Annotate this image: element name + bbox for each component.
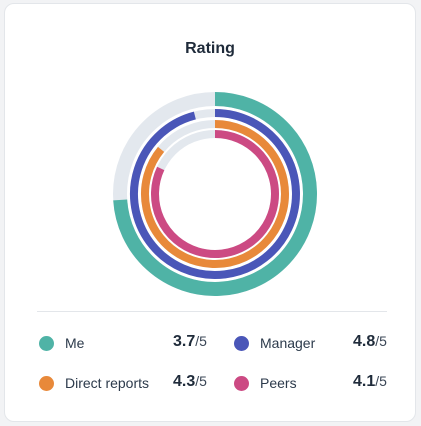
legend-score-manager: 4.8 <box>353 333 376 350</box>
legend-dot-manager <box>234 336 249 351</box>
legend-item-me: Me 3.7/5 <box>39 333 209 355</box>
legend-value-me: 3.7/5 <box>173 333 207 351</box>
legend-value-manager: 4.8/5 <box>353 333 387 351</box>
legend-dot-me <box>39 336 54 351</box>
ring-bar-peers <box>151 130 279 258</box>
legend-item-manager: Manager 4.8/5 <box>234 333 404 355</box>
legend-score-direct-reports: 4.3 <box>173 373 196 390</box>
legend-label-direct-reports: Direct reports <box>65 375 150 391</box>
legend-value-peers: 4.1/5 <box>353 373 387 391</box>
legend-score-peers: 4.1 <box>353 373 376 390</box>
legend-divider <box>37 311 387 312</box>
ring-bar-direct-reports <box>141 120 289 268</box>
legend-item-peers: Peers 4.1/5 <box>234 373 404 395</box>
legend-label-manager: Manager <box>260 335 316 351</box>
chart-title: Rating <box>185 40 235 57</box>
legend-max-direct-reports: /5 <box>195 373 207 389</box>
legend-label-peers: Peers <box>260 375 297 391</box>
legend-dot-direct-reports <box>39 376 54 391</box>
legend-max-me: /5 <box>195 333 207 349</box>
legend-value-direct-reports: 4.3/5 <box>173 373 207 391</box>
rating-card: Rating Me 3.7/5 Manager 4.8/5 Direct rep… <box>4 3 416 422</box>
legend-score-me: 3.7 <box>173 333 196 350</box>
ring-bar-me <box>113 92 317 296</box>
legend-label-me: Me <box>65 335 85 351</box>
legend-dot-peers <box>234 376 249 391</box>
legend-max-manager: /5 <box>375 333 387 349</box>
legend-item-direct-reports: Direct reports 4.3/5 <box>39 373 209 395</box>
legend-max-peers: /5 <box>375 373 387 389</box>
ring-bar-manager <box>130 109 300 279</box>
radial-rating-chart <box>113 92 317 296</box>
